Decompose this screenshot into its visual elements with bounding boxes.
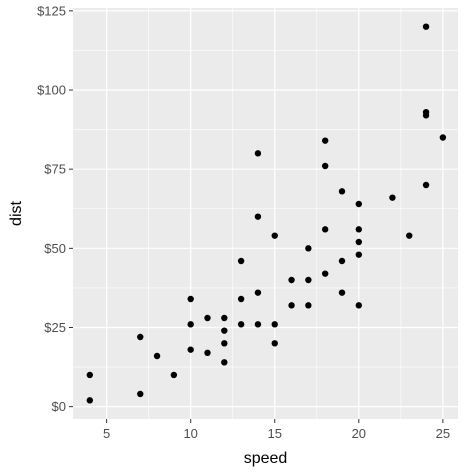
data-point: [170, 371, 178, 379]
y-axis: $0 $25 $50 $75 $100 $125: [37, 3, 73, 414]
data-point: [254, 213, 262, 220]
data-point: [254, 321, 262, 328]
data-point: [305, 276, 312, 284]
y-axis-title: dist: [8, 201, 25, 226]
data-point: [305, 302, 312, 309]
data-point: [355, 200, 363, 208]
data-point: [271, 340, 278, 347]
data-point: [288, 302, 295, 309]
x-tick-label: 5: [103, 426, 110, 441]
y-tick-label: $75: [44, 162, 66, 177]
data-point: [406, 232, 413, 239]
x-tick-label: 25: [436, 426, 450, 441]
data-point: [288, 276, 295, 284]
y-tick-label: $0: [52, 399, 66, 414]
y-tick-label: $100: [37, 83, 66, 98]
data-point: [389, 194, 396, 201]
data-point: [355, 238, 363, 246]
x-tick-label: 10: [183, 426, 197, 441]
y-tick-label: $25: [44, 320, 66, 335]
data-point: [221, 340, 228, 347]
data-point: [422, 108, 430, 116]
data-point: [86, 397, 94, 404]
data-point: [153, 352, 161, 360]
data-point: [271, 321, 278, 328]
y-tick-label: $125: [37, 3, 66, 18]
data-point: [86, 371, 94, 379]
data-points: [86, 23, 447, 404]
data-point: [271, 232, 278, 239]
data-point: [187, 321, 194, 328]
y-tick-label: $50: [44, 241, 66, 256]
data-point: [237, 295, 245, 303]
data-point: [305, 245, 312, 252]
plot-panel: [73, 8, 458, 419]
data-point: [254, 289, 262, 296]
data-point: [338, 257, 346, 265]
data-point: [355, 226, 363, 233]
data-point: [204, 349, 211, 357]
data-point: [221, 327, 228, 334]
major-gridlines: [73, 8, 458, 419]
data-point: [321, 137, 329, 144]
x-tick-label: 15: [268, 426, 282, 441]
data-point: [422, 181, 430, 189]
data-point: [221, 359, 228, 366]
data-point: [187, 295, 194, 303]
x-axis: 5 10 15 20 25: [103, 419, 450, 441]
data-point: [237, 321, 245, 328]
data-point: [321, 162, 329, 170]
data-point: [237, 257, 245, 265]
data-point: [355, 251, 363, 258]
data-point: [439, 134, 447, 141]
data-point: [321, 270, 329, 277]
data-point: [137, 390, 144, 398]
x-axis-title: speed: [244, 450, 288, 467]
data-point: [187, 346, 194, 353]
data-point: [137, 333, 144, 341]
data-point: [221, 314, 228, 322]
data-point: [204, 314, 211, 322]
data-point: [321, 226, 329, 233]
x-tick-label: 20: [352, 426, 366, 441]
minor-gridlines: [73, 8, 458, 419]
data-point: [338, 188, 346, 195]
data-point: [338, 289, 346, 296]
data-point: [254, 150, 262, 157]
data-point: [355, 302, 363, 309]
data-point: [422, 23, 430, 30]
